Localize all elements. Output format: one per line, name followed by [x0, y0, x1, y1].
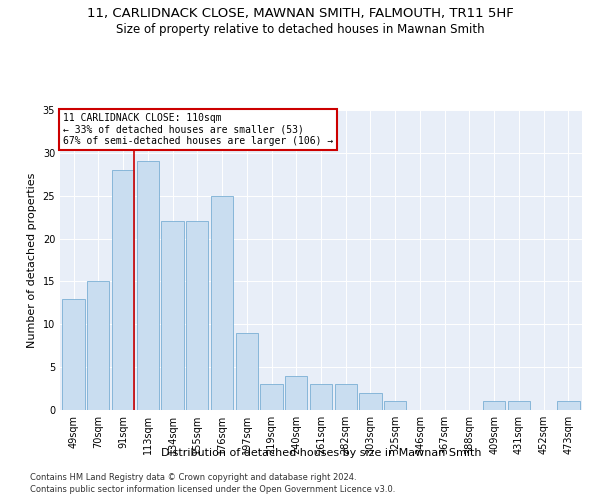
Bar [285, 376, 307, 410]
Bar [87, 282, 109, 410]
Text: Contains public sector information licensed under the Open Government Licence v3: Contains public sector information licen… [30, 485, 395, 494]
Bar [310, 384, 332, 410]
Text: 11, CARLIDNACK CLOSE, MAWNAN SMITH, FALMOUTH, TR11 5HF: 11, CARLIDNACK CLOSE, MAWNAN SMITH, FALM… [86, 8, 514, 20]
Bar [161, 222, 184, 410]
Bar [112, 170, 134, 410]
Bar [260, 384, 283, 410]
Y-axis label: Number of detached properties: Number of detached properties [27, 172, 37, 348]
Bar [137, 162, 159, 410]
Bar [508, 402, 530, 410]
Bar [483, 402, 505, 410]
Bar [186, 222, 208, 410]
Text: Contains HM Land Registry data © Crown copyright and database right 2024.: Contains HM Land Registry data © Crown c… [30, 472, 356, 482]
Bar [62, 298, 85, 410]
Bar [557, 402, 580, 410]
Text: Size of property relative to detached houses in Mawnan Smith: Size of property relative to detached ho… [116, 22, 484, 36]
Bar [236, 333, 258, 410]
Bar [359, 393, 382, 410]
Text: Distribution of detached houses by size in Mawnan Smith: Distribution of detached houses by size … [161, 448, 481, 458]
Bar [335, 384, 357, 410]
Bar [384, 402, 406, 410]
Bar [211, 196, 233, 410]
Text: 11 CARLIDNACK CLOSE: 110sqm
← 33% of detached houses are smaller (53)
67% of sem: 11 CARLIDNACK CLOSE: 110sqm ← 33% of det… [62, 113, 333, 146]
